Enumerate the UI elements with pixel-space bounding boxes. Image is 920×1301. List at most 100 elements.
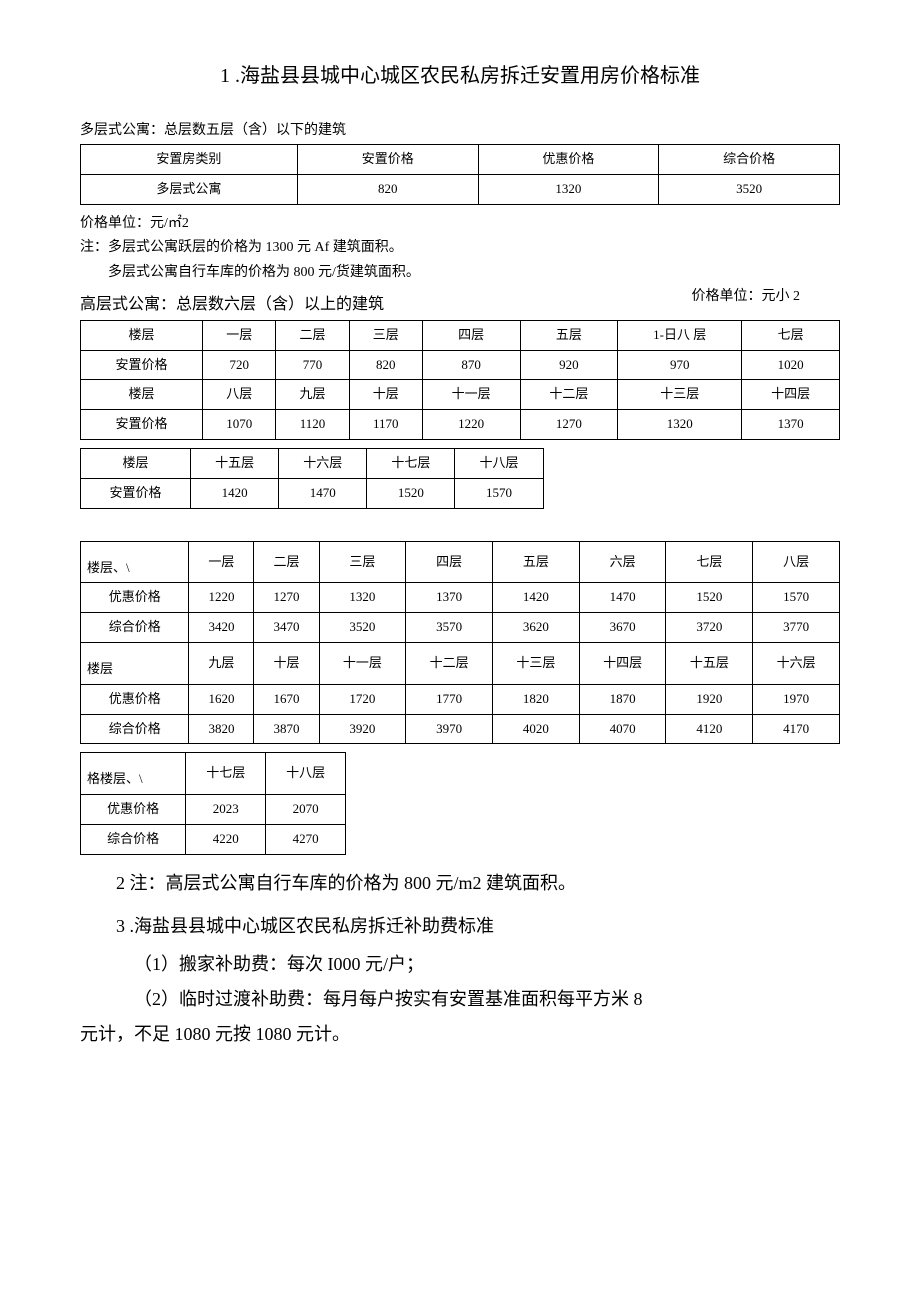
cell: 1170 bbox=[349, 410, 422, 440]
cell: 安置房类别 bbox=[81, 145, 298, 175]
cell: 十五层 bbox=[666, 642, 753, 684]
cell: 八层 bbox=[753, 541, 840, 583]
cell: 3520 bbox=[659, 175, 840, 205]
cell: 七层 bbox=[666, 541, 753, 583]
table-row: 楼层、\ 一层 二层 三层 四层 五层 六层 七层 八层 bbox=[81, 541, 840, 583]
cell: 十层 bbox=[254, 642, 319, 684]
high-tableA-cont: 楼层 十五层 十六层 十七层 十八层 安置价格 1420 1470 1520 1… bbox=[80, 448, 544, 509]
table-row: 综合价格 3420 3470 3520 3570 3620 3670 3720 … bbox=[81, 613, 840, 643]
cell: 1720 bbox=[319, 684, 406, 714]
cell: 十三层 bbox=[618, 380, 742, 410]
cell: 一层 bbox=[189, 541, 254, 583]
table-row: 楼层 一层 二层 三层 四层 五层 1-日八 层 七层 bbox=[81, 320, 840, 350]
cell: 870 bbox=[422, 350, 520, 380]
table-row: 楼层 九层 十层 十一层 十二层 十三层 十四层 十五层 十六层 bbox=[81, 642, 840, 684]
table-row: 楼层 八层 九层 十层 十一层 十二层 十三层 十四层 bbox=[81, 380, 840, 410]
cell: 1570 bbox=[455, 478, 543, 508]
cell: 十八层 bbox=[266, 753, 346, 795]
cell: 1070 bbox=[203, 410, 276, 440]
cell: 十四层 bbox=[579, 642, 666, 684]
table-row: 格楼层、\ 十七层 十八层 bbox=[81, 753, 346, 795]
cell: 770 bbox=[276, 350, 349, 380]
cell: 1470 bbox=[579, 583, 666, 613]
cell: 安置价格 bbox=[297, 145, 478, 175]
cell: 格楼层、\ bbox=[81, 753, 186, 795]
cell: 1920 bbox=[666, 684, 753, 714]
cell: 4270 bbox=[266, 824, 346, 854]
section-3: 3 .海盐县县城中心城区农民私房拆迁补助费标准 bbox=[80, 912, 840, 941]
high-tableB: 楼层、\ 一层 二层 三层 四层 五层 六层 七层 八层 优惠价格 1220 1… bbox=[80, 541, 840, 745]
cell: 一层 bbox=[203, 320, 276, 350]
cell: 3670 bbox=[579, 613, 666, 643]
cell: 920 bbox=[520, 350, 618, 380]
cell: 3870 bbox=[254, 714, 319, 744]
cell: 3570 bbox=[406, 613, 493, 643]
cell: 二层 bbox=[254, 541, 319, 583]
cell: 1-日八 层 bbox=[618, 320, 742, 350]
cell: 3820 bbox=[189, 714, 254, 744]
high-tableC: 格楼层、\ 十七层 十八层 优惠价格 2023 2070 综合价格 4220 4… bbox=[80, 752, 346, 854]
cell: 3770 bbox=[753, 613, 840, 643]
cell: 优惠价格 bbox=[81, 795, 186, 825]
table-row: 安置价格 1070 1120 1170 1220 1270 1320 1370 bbox=[81, 410, 840, 440]
cell: 1220 bbox=[189, 583, 254, 613]
cell: 1270 bbox=[254, 583, 319, 613]
cell: 三层 bbox=[319, 541, 406, 583]
cell: 820 bbox=[349, 350, 422, 380]
cell: 安置价格 bbox=[81, 410, 203, 440]
cell: 1320 bbox=[618, 410, 742, 440]
cell: 1470 bbox=[279, 478, 367, 508]
cell: 四层 bbox=[422, 320, 520, 350]
cell: 九层 bbox=[189, 642, 254, 684]
cell: 1320 bbox=[478, 175, 659, 205]
table-row: 安置房类别 安置价格 优惠价格 综合价格 bbox=[81, 145, 840, 175]
cell: 多层式公寓 bbox=[81, 175, 298, 205]
cell: 1120 bbox=[276, 410, 349, 440]
cell: 1220 bbox=[422, 410, 520, 440]
multi-note2: 多层式公寓自行车库的价格为 800 元/货建筑面积。 bbox=[80, 262, 840, 284]
cell: 1870 bbox=[579, 684, 666, 714]
cell: 三层 bbox=[349, 320, 422, 350]
cell: 820 bbox=[297, 175, 478, 205]
high-tableA: 楼层 一层 二层 三层 四层 五层 1-日八 层 七层 安置价格 720 770… bbox=[80, 320, 840, 440]
table-row: 楼层 十五层 十六层 十七层 十八层 bbox=[81, 448, 544, 478]
p2b: 元计，不足 1080 元按 1080 元计。 bbox=[80, 1020, 840, 1049]
cell: 楼层 bbox=[81, 448, 191, 478]
table-row: 优惠价格 1620 1670 1720 1770 1820 1870 1920 … bbox=[81, 684, 840, 714]
cell: 1320 bbox=[319, 583, 406, 613]
multi-subhead: 多层式公寓：总层数五层（含）以下的建筑 bbox=[80, 120, 840, 142]
cell: 1370 bbox=[742, 410, 840, 440]
cell: 十一层 bbox=[422, 380, 520, 410]
cell: 六层 bbox=[579, 541, 666, 583]
cell: 十六层 bbox=[753, 642, 840, 684]
cell: 4170 bbox=[753, 714, 840, 744]
cell: 优惠价格 bbox=[478, 145, 659, 175]
cell: 九层 bbox=[276, 380, 349, 410]
cell: 1020 bbox=[742, 350, 840, 380]
cell: 1420 bbox=[493, 583, 580, 613]
cell: 1620 bbox=[189, 684, 254, 714]
cell: 3970 bbox=[406, 714, 493, 744]
cell: 十四层 bbox=[742, 380, 840, 410]
cell: 十二层 bbox=[406, 642, 493, 684]
cell: 1970 bbox=[753, 684, 840, 714]
cell: 十一层 bbox=[319, 642, 406, 684]
cell: 4220 bbox=[186, 824, 266, 854]
cell: 3620 bbox=[493, 613, 580, 643]
cell: 优惠价格 bbox=[81, 583, 189, 613]
cell: 十七层 bbox=[367, 448, 455, 478]
p2: （2）临时过渡补助费：每月每户按实有安置基准面积每平方米 8 bbox=[80, 985, 840, 1014]
cell: 1520 bbox=[666, 583, 753, 613]
table-row: 多层式公寓 820 1320 3520 bbox=[81, 175, 840, 205]
cell: 安置价格 bbox=[81, 350, 203, 380]
cell: 楼层 bbox=[81, 642, 189, 684]
cell: 楼层、\ bbox=[81, 541, 189, 583]
cell: 七层 bbox=[742, 320, 840, 350]
cell: 3420 bbox=[189, 613, 254, 643]
multi-unit: 价格单位：元/㎡2 bbox=[80, 213, 840, 235]
page-title: 1 .海盐县县城中心城区农民私房拆迁安置用房价格标准 bbox=[80, 60, 840, 92]
cell: 970 bbox=[618, 350, 742, 380]
cell: 4070 bbox=[579, 714, 666, 744]
cell: 十八层 bbox=[455, 448, 543, 478]
cell: 1270 bbox=[520, 410, 618, 440]
